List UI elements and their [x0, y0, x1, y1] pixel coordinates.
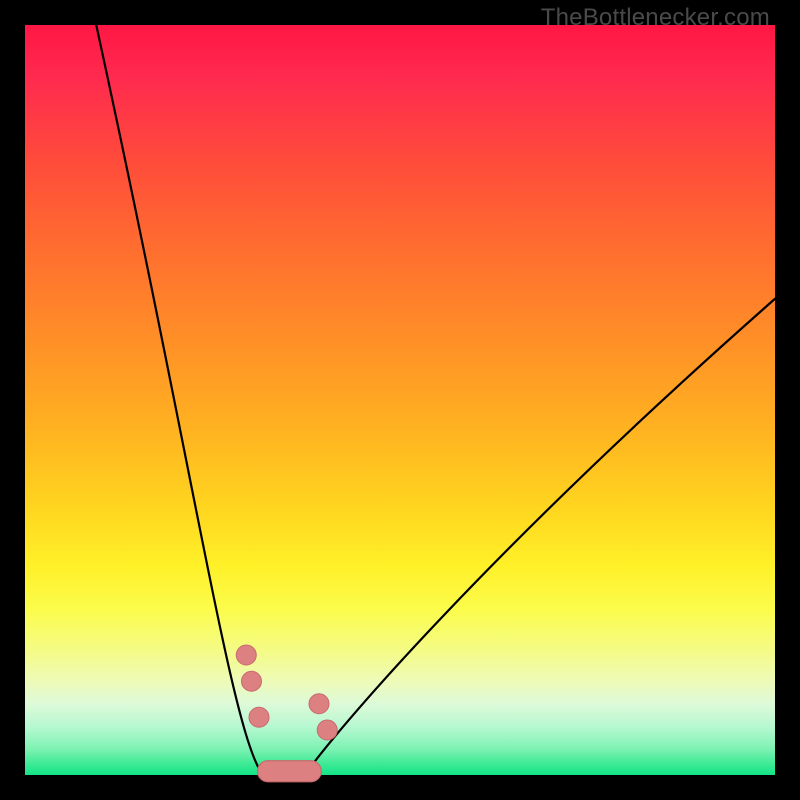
marker-dots-layer	[236, 645, 337, 740]
valley-floor-pill	[258, 761, 322, 782]
marker-dot	[236, 645, 256, 665]
bottleneck-curve	[96, 25, 775, 775]
chart-stage: TheBottlenecker.com	[0, 0, 800, 800]
bottleneck-curve-layer	[96, 25, 775, 775]
chart-overlay-svg	[0, 0, 800, 800]
marker-dot	[317, 720, 337, 740]
marker-dot	[249, 707, 269, 727]
marker-dot	[242, 671, 262, 691]
marker-dot	[309, 694, 329, 714]
watermark-label: TheBottlenecker.com	[541, 4, 770, 32]
valley-floor-layer	[258, 761, 322, 782]
